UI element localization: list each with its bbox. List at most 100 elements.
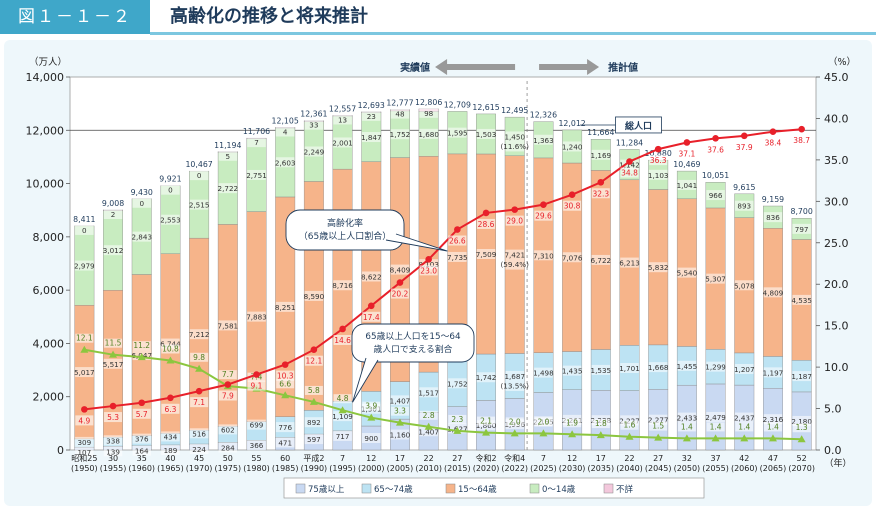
aging-rate-point xyxy=(740,132,748,140)
support-ratio-label: 7.7 xyxy=(222,370,234,379)
value-label-0to14: 1,450 xyxy=(504,132,525,141)
value-label-75plus: 471 xyxy=(278,438,292,447)
value-label-0to14: 1,041 xyxy=(677,181,698,190)
total-label: 10,469 xyxy=(673,160,700,169)
support-ratio-label-bg xyxy=(362,401,381,411)
x-tick-year: (1970) xyxy=(186,464,213,473)
value-label-0to14-bg xyxy=(247,169,266,180)
value-label-0to14: 2,553 xyxy=(160,216,181,225)
value-label-75plus: 900 xyxy=(364,434,378,443)
value-label-15to64-bg xyxy=(534,250,553,261)
aging-rate-point xyxy=(511,206,519,213)
aging-rate-point xyxy=(712,135,719,142)
aging-rate-callout-text: 高齢化率 xyxy=(327,217,363,229)
total-label: 8,700 xyxy=(790,207,812,216)
support-ratio-label-bg xyxy=(104,338,123,348)
aging-rate-label-bg xyxy=(677,148,696,159)
value-label-65to74: 892 xyxy=(307,418,321,427)
value-label-65to74: 602 xyxy=(221,425,235,434)
value-label-75plus: 1,860 xyxy=(476,421,497,430)
aging-rate-label-bg xyxy=(505,215,524,226)
value-label-65to74-bg xyxy=(75,436,94,447)
value-label-unknown: 0 xyxy=(139,199,144,208)
value-label-65to74-bg xyxy=(189,428,209,439)
support-ratio-label-bg xyxy=(276,379,295,389)
x-tick-era: 7 xyxy=(541,454,546,463)
value-label-65to74: 1,109 xyxy=(332,412,353,421)
value-label-15to64: 8,590 xyxy=(304,292,325,301)
aging-rate-label: 29.0 xyxy=(506,217,523,226)
value-label-65to74-bg xyxy=(620,363,639,374)
total-label: 9,921 xyxy=(159,175,181,184)
value-label-65to74: 1,207 xyxy=(734,365,755,374)
support-ratio-point xyxy=(625,432,634,440)
support-ratio-label: 11.2 xyxy=(133,341,150,350)
value-label-75plus: 164 xyxy=(135,447,149,456)
total-label: 12,709 xyxy=(444,100,471,109)
value-label-65to74: 776 xyxy=(278,423,292,432)
support-ratio-callout-box xyxy=(351,323,475,363)
aging-rate-label: 5.7 xyxy=(136,410,148,419)
value-label-65to74: 1,752 xyxy=(447,379,468,388)
value-label-75plus: 2,277 xyxy=(648,416,669,425)
value-label-15to64: 5,517 xyxy=(103,360,124,369)
support-ratio-point xyxy=(797,435,806,443)
value-label-75plus: 189 xyxy=(164,446,178,455)
value-label-15to64: 7,735 xyxy=(447,253,468,262)
value-label-65to74-bg xyxy=(161,431,180,442)
value-label-75plus: 2,433 xyxy=(677,414,698,423)
aging-rate-label-bg xyxy=(620,167,639,178)
aging-rate-label: 26.6 xyxy=(449,237,466,246)
right-tick-label: 25.0 xyxy=(824,237,849,250)
value-label-15to64-bg xyxy=(218,320,238,331)
support-ratio-callout-text: 歳人口で支える割合 xyxy=(374,343,453,355)
support-ratio-label: 2.8 xyxy=(423,411,435,420)
aging-rate-label-bg xyxy=(104,412,123,423)
value-label-0to14: 1,752 xyxy=(390,130,411,139)
value-label-15to64: 8,251 xyxy=(275,303,296,312)
value-label-15to64-bg xyxy=(763,287,783,298)
aging-rate-point xyxy=(597,178,605,186)
x-tick-year: (1985) xyxy=(272,464,299,473)
value-label-75plus-bg xyxy=(189,444,209,455)
left-tick-label: 14,000 xyxy=(26,71,65,84)
value-label-unknown: 2 xyxy=(111,210,116,219)
value-label-unknown-bg xyxy=(362,110,381,121)
aging-rate-point xyxy=(195,387,203,395)
right-tick-label: 20.0 xyxy=(824,278,849,291)
support-ratio-point xyxy=(166,356,175,364)
total-label: 12,557 xyxy=(329,104,356,113)
value-label-15to64: 4,809 xyxy=(763,288,784,297)
value-label-0to14-bg xyxy=(103,245,123,256)
value-label-unknown-bg xyxy=(132,197,151,208)
aging-rate-label: 4.9 xyxy=(78,416,90,425)
value-label-15to64-bg xyxy=(562,252,582,263)
value-label-0to14: 2,001 xyxy=(332,138,353,147)
value-label-0to14: 893 xyxy=(737,202,751,211)
aging-rate-label-bg xyxy=(419,265,438,276)
value-label-0to14-bg xyxy=(304,146,324,157)
aging-rate-label: 5.3 xyxy=(107,413,119,422)
support-ratio-point xyxy=(482,428,491,436)
value-label-65to74-bg xyxy=(677,360,697,371)
support-ratio-label-bg xyxy=(304,385,323,395)
right-tick-label: 5.0 xyxy=(824,403,842,416)
value-label-75plus-bg xyxy=(792,415,811,426)
value-label-0to14-bg xyxy=(648,169,668,180)
right-tick-label: 40.0 xyxy=(824,112,849,125)
left-axis-unit: （万人） xyxy=(29,56,67,68)
right-tick-label: 30.0 xyxy=(824,195,849,208)
total-label: 11,284 xyxy=(616,138,643,147)
x-tick-era: 60 xyxy=(280,454,290,463)
value-label-0to14-bg xyxy=(419,128,438,139)
total-label: 11,194 xyxy=(214,141,241,150)
value-label-15to64: 8,716 xyxy=(332,281,353,290)
aging-rate-label-bg xyxy=(161,403,180,414)
value-label-65to74-bg xyxy=(247,419,266,430)
value-label-0to14-bg xyxy=(333,137,352,148)
support-ratio-label-bg xyxy=(390,406,409,416)
value-label-0to14: 1,363 xyxy=(533,136,554,145)
aging-rate-label: 38.7 xyxy=(793,136,810,145)
aging-rate-label-bg xyxy=(362,311,381,322)
value-label-75plus-bg xyxy=(735,412,754,423)
